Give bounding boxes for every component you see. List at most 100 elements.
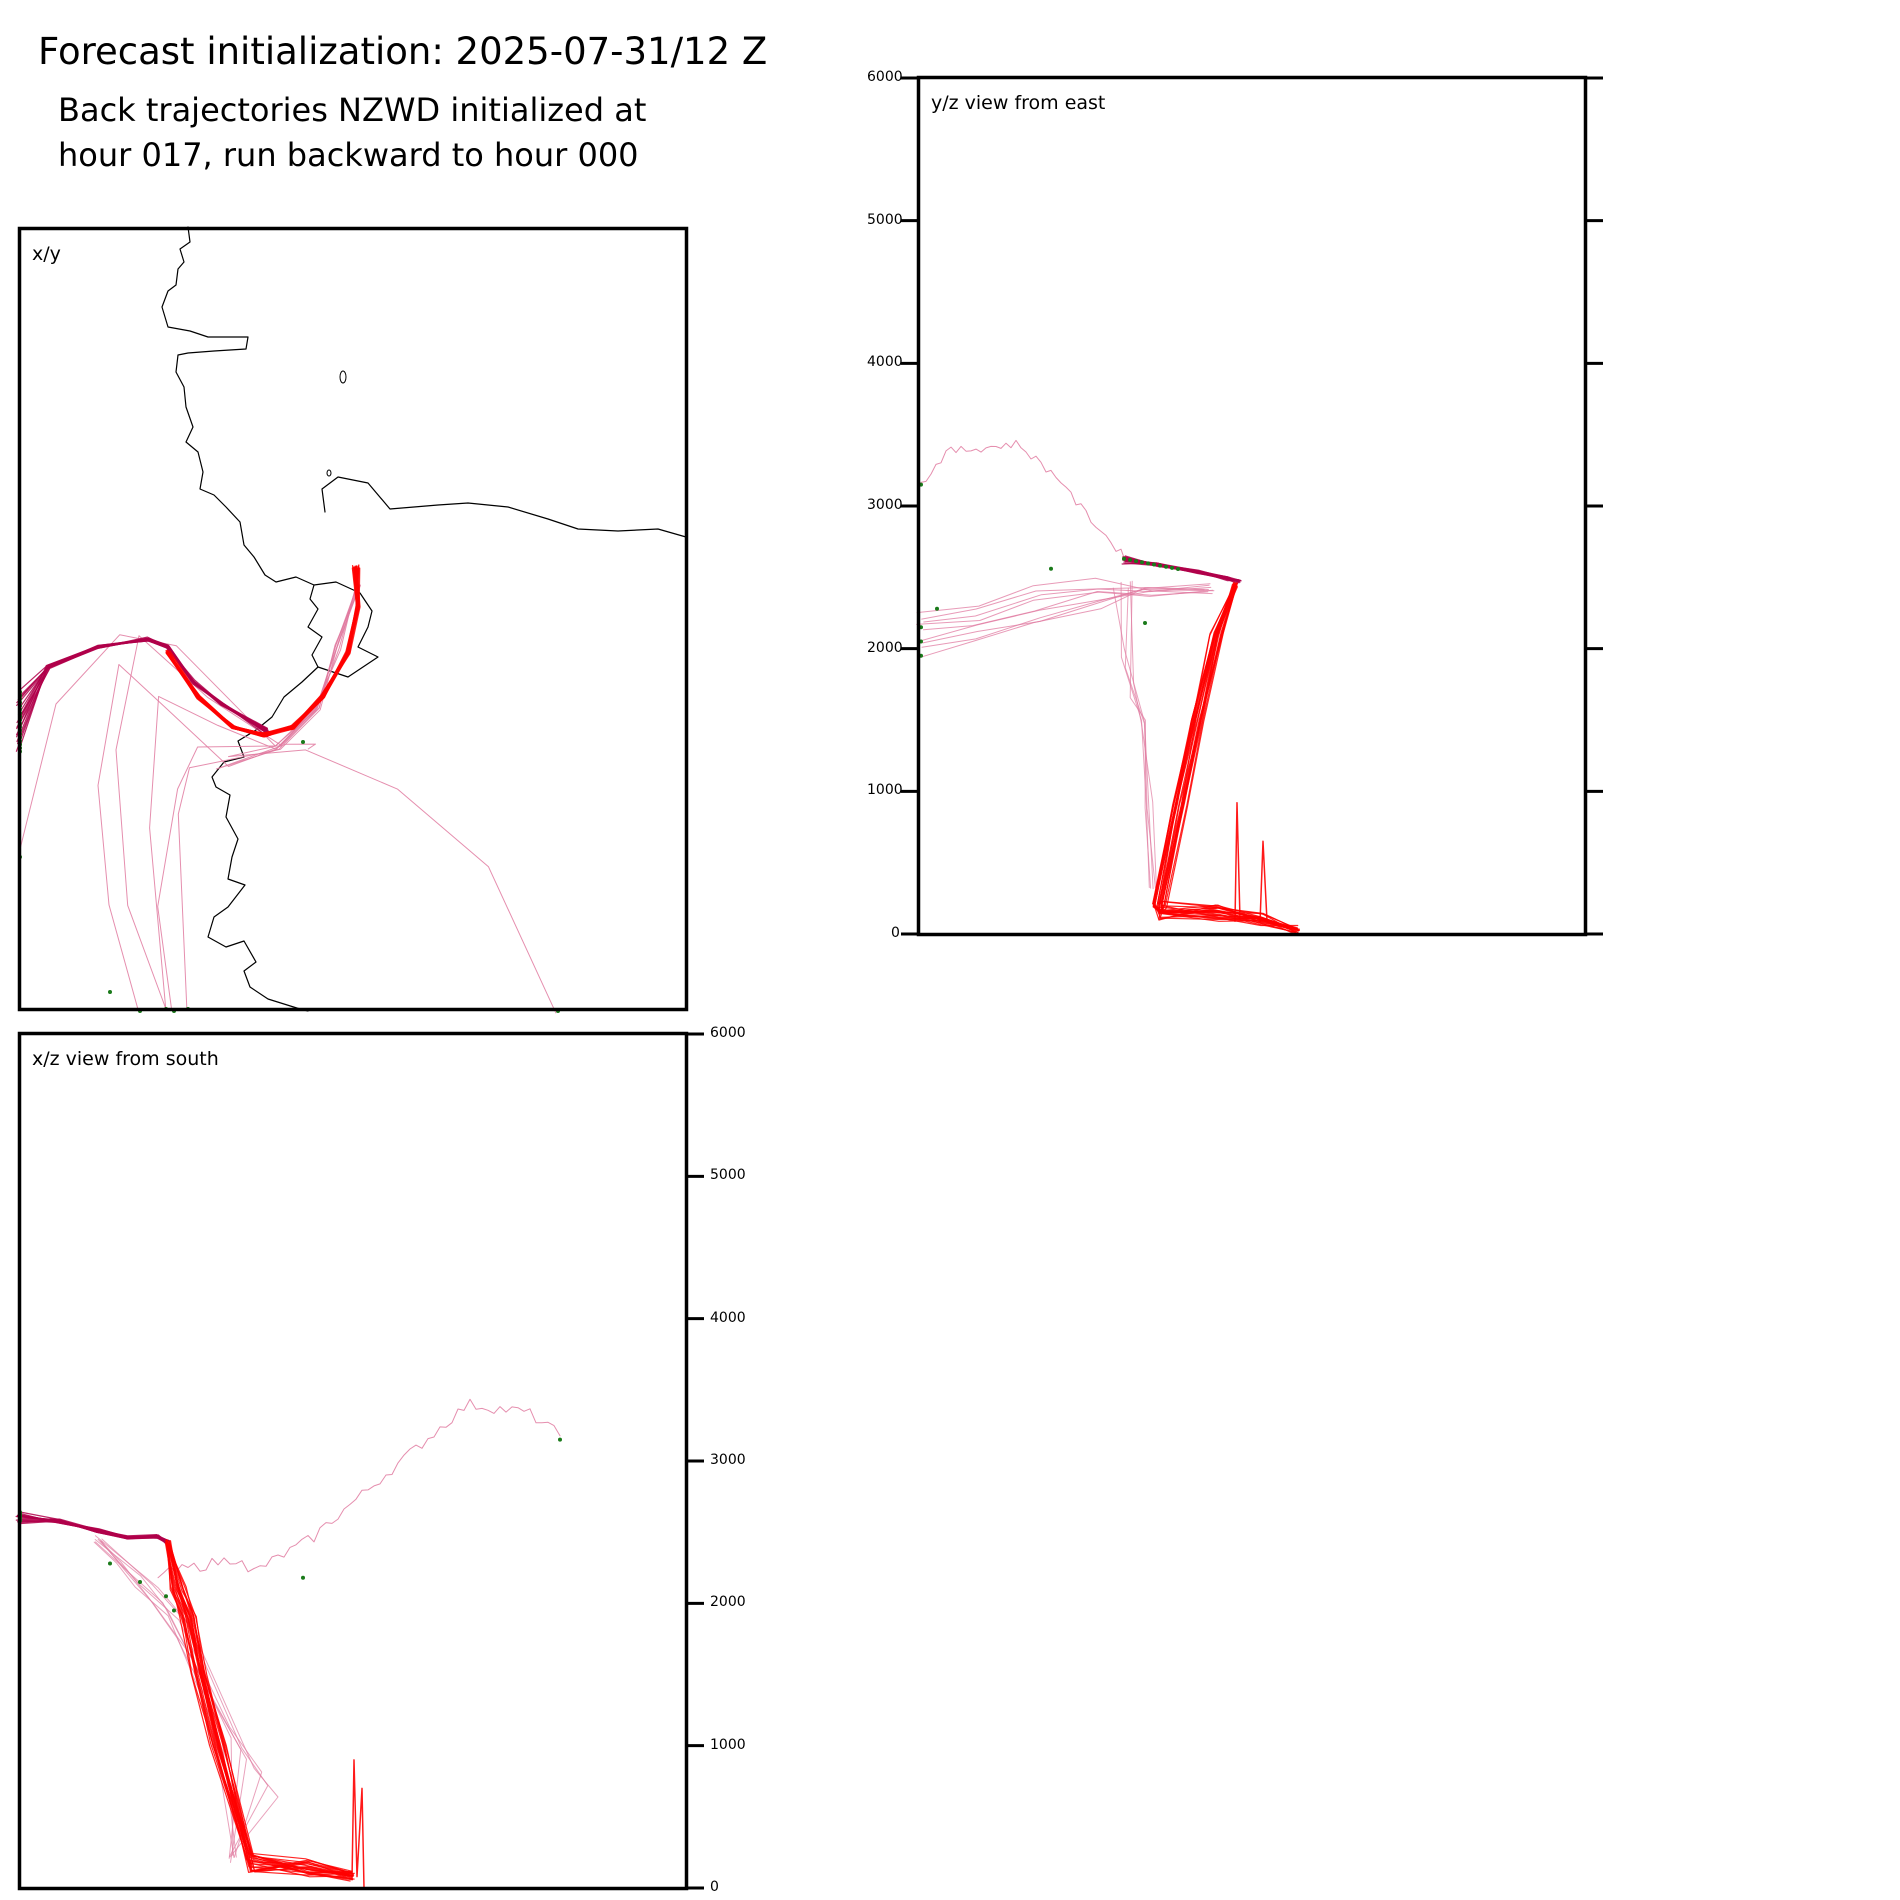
yz-trajectory-lower-8 <box>1160 582 1300 932</box>
xz-trajectory-upper-17 <box>18 1512 168 1544</box>
xz-trajectory-lower-4 <box>168 1543 352 1874</box>
xz-profile-plot <box>15 1031 704 1891</box>
xy-trajectory-upper-2 <box>17 638 271 734</box>
y-tick-label: 1000 <box>867 782 903 799</box>
yz-trajectory-lower-9 <box>1160 582 1300 932</box>
yz-trajectory-upper-3 <box>1121 562 1240 584</box>
xz-trajectory-lower-2 <box>165 1543 354 1877</box>
xy-trajectory-lower-10 <box>166 566 361 736</box>
y-tick-label: 5000 <box>867 211 903 228</box>
subtitle-line-2: hour 017, run backward to hour 000 <box>58 136 639 174</box>
y-tick-label: 0 <box>710 1879 719 1895</box>
y-tick-label: 5000 <box>710 1167 746 1184</box>
yz-trajectory-lower-23 <box>1161 583 1296 930</box>
xy-panel-label: x/y <box>32 243 61 265</box>
xy-trajectory-lower-11 <box>167 567 360 738</box>
xz-trajectory-lower-6 <box>166 1539 355 1876</box>
xy-trajectory-faint-0 <box>97 586 359 1012</box>
yz-trajectory-lower-13 <box>1157 581 1298 929</box>
xz-trajectory-lower-20 <box>166 1540 353 1874</box>
yz-trajectory-lower-0 <box>1158 585 1296 933</box>
yz-trajectory-spike-2 <box>1259 840 1268 924</box>
yz-trajectory-lower-1 <box>1152 584 1297 930</box>
xy-trajectory-lower-9 <box>166 565 359 735</box>
xz-endpoint-marker <box>301 1575 305 1580</box>
yz-profile-plot <box>901 75 1603 937</box>
xy-trajectory-upper-6 <box>17 637 268 732</box>
yz-trajectory-lower-3 <box>1161 584 1296 933</box>
xz-trajectory-lower-5 <box>165 1540 354 1875</box>
xz-trajectory-lower-23 <box>164 1542 351 1877</box>
xz-trajectory-lower-7 <box>166 1540 353 1873</box>
yz-endpoint-marker <box>1143 620 1147 625</box>
coastline-inlet <box>313 581 379 678</box>
xz-endpoint-marker <box>164 1594 168 1599</box>
yz-trajectory-lower-22 <box>1158 585 1300 930</box>
yz-trajectory-faint-8 <box>916 577 1213 614</box>
xy-trajectory-lower-8 <box>165 567 358 737</box>
yz-endpoint-marker <box>1134 559 1138 564</box>
yz-trajectory-faint-branch-1 <box>1120 581 1150 888</box>
coastline <box>161 226 323 1012</box>
xy-trajectory-upper-16 <box>18 638 269 751</box>
xy-trajectory-upper-10 <box>16 638 268 730</box>
xz-trajectory-lower-21 <box>167 1543 353 1881</box>
xz-profile-panel: x/z view from south <box>15 1031 704 1891</box>
xz-trajectory-lower-0 <box>165 1539 352 1874</box>
xz-trajectory-lower-3 <box>165 1539 353 1879</box>
xy-trajectory-lower-6 <box>167 566 358 735</box>
xz-trajectory-upper-15 <box>16 1519 168 1542</box>
xy-trajectory-faint-1 <box>115 583 357 1011</box>
xy-trajectory-lower-14 <box>167 568 358 735</box>
y-tick-label: 0 <box>891 925 900 941</box>
xy-map-plot <box>15 226 689 1014</box>
yz-trajectory-faint-5 <box>916 589 1214 625</box>
y-tick-label: 3000 <box>867 497 903 513</box>
xy-trajectory-lower-0 <box>165 566 358 737</box>
xz-trajectory-faint-4 <box>94 1539 247 1863</box>
xz-trajectory-lower-16 <box>165 1542 351 1880</box>
yz-trajectory-lower-17 <box>1153 582 1296 930</box>
xy-trajectory-lower-20 <box>169 567 361 734</box>
axes-frame <box>17 1031 689 1891</box>
yz-endpoint-marker <box>1122 556 1126 561</box>
island-1 <box>339 370 347 384</box>
axes-frame <box>17 226 689 1012</box>
xz-trajectory-lower-18 <box>165 1540 352 1874</box>
yz-trajectory-lower-21 <box>1153 583 1297 934</box>
subtitle-line-1: Back trajectories NZWD initialized at <box>58 91 647 129</box>
y-tick-label: 2000 <box>710 1594 746 1611</box>
xy-trajectory-upper-0 <box>18 639 267 732</box>
xy-trajectory-lower-5 <box>168 565 358 737</box>
xz-trajectory-faint-long <box>157 1398 561 1579</box>
figure-title: Forecast initialization: 2025-07-31/12 Z <box>38 30 768 73</box>
yz-endpoint-marker <box>1164 564 1168 569</box>
yz-endpoint-marker <box>1170 565 1174 570</box>
xz-trajectory-lower-11 <box>166 1542 354 1877</box>
yz-trajectory-faint-branch-2 <box>1124 587 1156 889</box>
xy-map-panel: x/y <box>15 226 689 1014</box>
yz-trajectory-lower-2 <box>1158 586 1299 931</box>
yz-trajectory-faint-branch-3 <box>1129 581 1157 891</box>
yz-endpoint-marker <box>1140 560 1144 565</box>
xy-trajectory-faint-6 <box>215 585 361 770</box>
xz-trajectory-lower-19 <box>166 1540 355 1876</box>
y-tick-label: 4000 <box>867 354 903 371</box>
yz-trajectory-faint-branch-4 <box>1129 580 1152 889</box>
yz-endpoint-marker <box>1049 566 1053 571</box>
xy-trajectory-faint-3 <box>157 584 359 1010</box>
yz-endpoint-marker <box>1128 557 1132 562</box>
yz-trajectory-lower-12 <box>1152 582 1298 930</box>
xy-trajectory-lower-19 <box>167 567 359 734</box>
yz-trajectory-lower-6 <box>1158 584 1298 931</box>
xy-endpoint-marker <box>108 990 112 994</box>
xy-trajectory-lower-4 <box>166 567 360 736</box>
xz-trajectory-lower-17 <box>168 1542 354 1880</box>
yz-endpoint-marker <box>935 606 939 611</box>
xy-trajectory-upper-17 <box>15 639 268 752</box>
coastline-north <box>321 476 687 538</box>
xy-trajectory-faint-2 <box>149 588 357 1010</box>
xy-trajectory-upper-15 <box>16 639 269 745</box>
xz-endpoint-marker <box>558 1437 562 1442</box>
yz-trajectory-lower-14 <box>1160 585 1299 932</box>
